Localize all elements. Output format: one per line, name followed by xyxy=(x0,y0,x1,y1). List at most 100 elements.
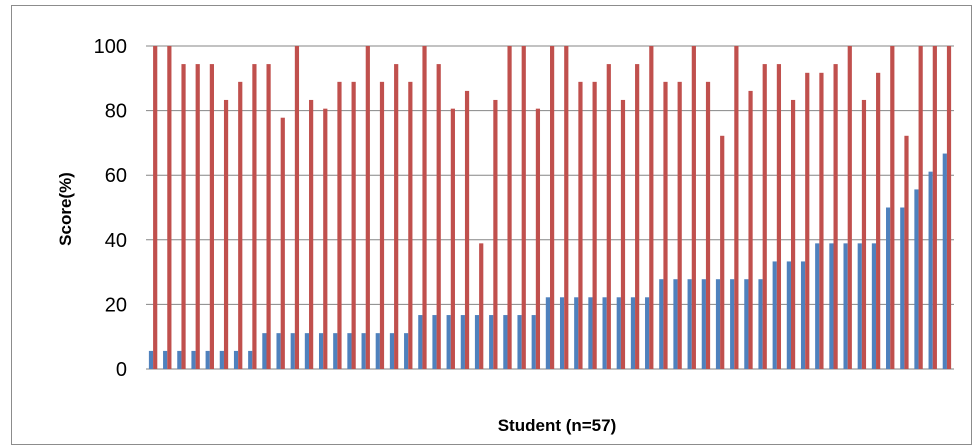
bar-series-2 xyxy=(436,64,441,369)
bar-series-1 xyxy=(758,279,763,369)
bar-series-1 xyxy=(389,333,395,369)
bar-series-2 xyxy=(790,99,796,369)
bar-series-1 xyxy=(276,333,281,369)
bar-series-1 xyxy=(857,243,862,369)
bar-series-2 xyxy=(677,81,682,369)
bar-series-1 xyxy=(474,315,480,369)
bar-series-1 xyxy=(545,297,550,369)
bar-series-1 xyxy=(574,297,579,369)
bar-series-1 xyxy=(645,297,650,369)
bar-series-1 xyxy=(886,207,891,369)
bar-series-1 xyxy=(715,279,721,369)
bar-series-1 xyxy=(418,315,423,369)
bar-series-2 xyxy=(422,46,427,369)
bar-series-1 xyxy=(503,315,508,369)
bar-series-2 xyxy=(904,135,909,369)
bar-series-2 xyxy=(606,64,611,369)
bar-series-2 xyxy=(847,46,852,369)
y-tick-label: 20 xyxy=(105,294,127,316)
bar-series-1 xyxy=(588,297,593,369)
bar-series-1 xyxy=(404,333,409,369)
bar-series-2 xyxy=(479,243,484,369)
bar-series-1 xyxy=(673,279,678,369)
y-tick-label: 60 xyxy=(105,165,127,187)
bar-series-1 xyxy=(730,279,735,369)
bar-series-2 xyxy=(323,108,328,369)
bar-series-2 xyxy=(450,108,455,369)
bar-series-1 xyxy=(602,297,607,369)
bar-series-1 xyxy=(460,315,465,369)
y-tick-label: 80 xyxy=(105,101,127,123)
bar-series-2 xyxy=(932,46,937,369)
bar-series-2 xyxy=(805,72,810,369)
bar-series-2 xyxy=(252,64,257,369)
bar-series-2 xyxy=(521,46,526,369)
bar-series-2 xyxy=(663,81,668,369)
bar-series-1 xyxy=(148,350,154,369)
bar-series-1 xyxy=(772,261,777,369)
bar-series-1 xyxy=(786,261,791,369)
bar-series-1 xyxy=(262,333,267,369)
bar-series-2 xyxy=(464,90,470,370)
bar-series-1 xyxy=(219,350,224,369)
bar-series-2 xyxy=(748,90,753,370)
x-axis-title: Student (n=57) xyxy=(498,416,617,435)
y-tick-label: 40 xyxy=(105,230,127,252)
bar-series-2 xyxy=(564,46,569,369)
bar-series-2 xyxy=(238,81,243,369)
bar-series-2 xyxy=(351,81,356,369)
bar-series-1 xyxy=(843,243,848,369)
bar-series-1 xyxy=(900,207,905,369)
bar-series-1 xyxy=(375,333,380,369)
y-tick-labels: 0 20 40 60 80 100 xyxy=(94,36,127,381)
bar-series-1 xyxy=(361,333,366,369)
bar-series-1 xyxy=(616,297,621,369)
bar-series-1 xyxy=(928,171,933,369)
bar-series-2 xyxy=(153,46,158,369)
bar-series-1 xyxy=(318,333,324,369)
bar-series-2 xyxy=(705,81,711,369)
bar-series-1 xyxy=(687,279,692,369)
bar-series-2 xyxy=(294,46,300,369)
bar-series-2 xyxy=(876,72,881,369)
bar-series-2 xyxy=(691,46,696,369)
bar-series-1 xyxy=(914,189,919,369)
y-tick-label: 0 xyxy=(116,359,127,381)
bar-series-1 xyxy=(290,333,295,369)
bar-series-2 xyxy=(280,117,285,370)
bar-series-2 xyxy=(762,64,767,369)
bar-series-2 xyxy=(620,99,626,369)
bar-series-2 xyxy=(167,46,172,369)
bar-series-1 xyxy=(191,350,196,369)
bar-series-1 xyxy=(744,279,749,369)
bar-series-1 xyxy=(304,333,310,369)
bars xyxy=(148,46,952,370)
bar-series-2 xyxy=(649,46,654,369)
bar-series-2 xyxy=(890,46,895,369)
bar-series-2 xyxy=(309,99,314,369)
bar-series-1 xyxy=(347,333,352,369)
bar-series-1 xyxy=(871,243,877,369)
bar-series-2 xyxy=(209,64,214,369)
bar-series-2 xyxy=(337,81,342,369)
bar-series-1 xyxy=(517,315,522,369)
bar-series-1 xyxy=(205,350,210,369)
y-axis-title: Score(%) xyxy=(56,172,75,246)
bar-series-1 xyxy=(177,350,182,369)
bar-series-1 xyxy=(432,315,437,369)
bar-series-1 xyxy=(233,350,239,369)
bar-series-2 xyxy=(507,46,512,369)
bar-series-2 xyxy=(266,64,271,369)
bar-series-2 xyxy=(223,99,229,369)
bar-series-1 xyxy=(248,350,253,369)
bar-series-1 xyxy=(815,243,820,369)
bar-series-2 xyxy=(195,64,200,369)
bar-series-1 xyxy=(163,350,168,369)
bar-series-1 xyxy=(942,153,947,369)
bar-series-1 xyxy=(531,315,536,369)
bar-series-2 xyxy=(493,99,498,369)
bar-series-2 xyxy=(734,46,739,369)
bar-series-2 xyxy=(720,135,725,369)
bar-series-2 xyxy=(776,64,782,369)
